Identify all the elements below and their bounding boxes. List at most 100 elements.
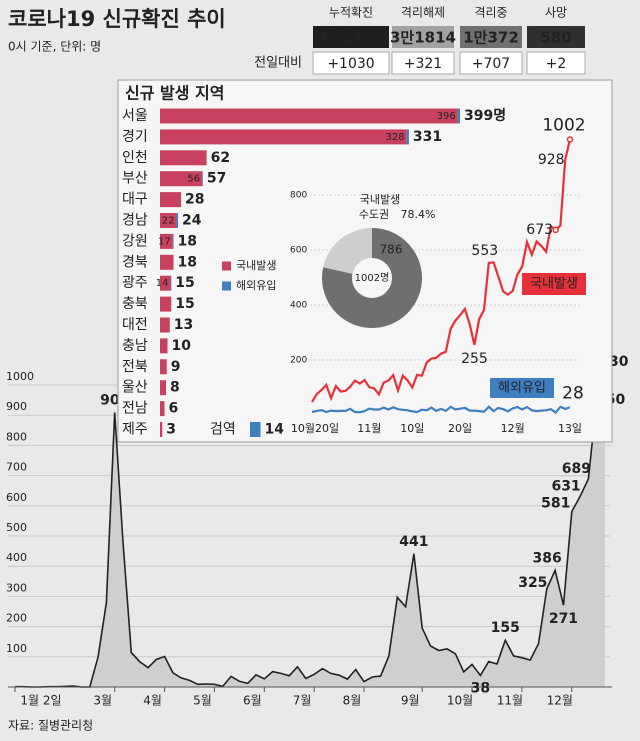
- x-tick-label: 8월: [343, 694, 362, 708]
- donut-title: 국내발생: [360, 193, 400, 206]
- y-tick-label: 800: [6, 430, 27, 443]
- donut-slice: [323, 228, 372, 274]
- y-tick-label: 500: [6, 521, 27, 534]
- donut-slice: [322, 228, 422, 328]
- data-label: 581: [541, 496, 570, 512]
- x-tick-label: 6월: [243, 694, 262, 708]
- stat-header: 누적확진: [329, 6, 373, 20]
- x-tick-label: 11월: [357, 422, 381, 435]
- stat-change: +1030: [327, 56, 374, 72]
- bar-segment: [160, 296, 172, 312]
- point: [566, 136, 574, 143]
- series-tag: 국내발생: [530, 277, 578, 292]
- change-box: [312, 51, 390, 75]
- y-tick-label: 1000: [6, 370, 34, 383]
- bar-segment: [160, 401, 165, 417]
- total-label: 57: [207, 171, 226, 187]
- total-label: 13: [174, 317, 193, 333]
- y-tick-label: 400: [290, 301, 307, 311]
- title: 코로나19 신규확진 추이: [8, 7, 226, 31]
- category-label: 경기: [122, 129, 148, 145]
- total-label: 18: [178, 254, 197, 270]
- category-label: 충남: [122, 338, 148, 354]
- total-label: 14: [265, 422, 285, 438]
- total-label: 15: [175, 296, 194, 312]
- total-label: 62: [211, 150, 230, 166]
- data-label: 631: [551, 478, 580, 494]
- category-label: 서울: [122, 108, 148, 124]
- stat-total: 3만1814: [390, 29, 456, 47]
- x-tick-label: 13일: [558, 421, 582, 435]
- bar-segment: [457, 108, 461, 124]
- local-label: 328: [386, 132, 405, 143]
- bar-segment: [160, 233, 173, 249]
- data-label: 325: [518, 575, 547, 591]
- x-tick-label: 7월: [293, 694, 312, 708]
- stats: 누적확진 4만2766 +1030 격리해제 3만1814 +321 격리중 1만372 +70…: [312, 6, 586, 75]
- x-tick-label: 1월 2일: [20, 694, 61, 708]
- y-tick-label: 600: [290, 246, 307, 256]
- total-label: 15: [175, 275, 194, 291]
- total-label: 6: [169, 401, 179, 417]
- category-label: 제주: [122, 422, 148, 438]
- category-label: 경남: [122, 213, 148, 229]
- y-tick-label: 800: [290, 191, 307, 201]
- total-label: 8: [170, 380, 180, 396]
- total-label: 18: [178, 233, 197, 249]
- legend-label: 국내발생: [236, 259, 276, 272]
- bar-segment: [160, 254, 174, 270]
- x-tick-label: 3월: [93, 694, 112, 708]
- donut-annotation: 78.4%: [401, 208, 436, 221]
- local-label: 14: [156, 278, 169, 289]
- total-label: 331: [413, 129, 442, 145]
- change-label: 전일대비: [254, 56, 302, 71]
- data-label: 673: [526, 222, 553, 238]
- total-label: 24: [182, 213, 202, 229]
- x-tick-label: 5월: [193, 694, 212, 708]
- category-label: 인천: [122, 150, 148, 166]
- bar-segment: [160, 380, 167, 396]
- stat-change: +2: [546, 56, 567, 72]
- x-tick-label: 10월: [447, 694, 473, 708]
- category-label: 강원: [122, 233, 148, 249]
- y-tick-label: 200: [6, 612, 27, 625]
- donut-subtitle: 수도권: [359, 208, 389, 221]
- stat-box: [460, 26, 522, 48]
- category-label: 전북: [122, 359, 148, 375]
- stat-header: 사망: [545, 6, 567, 20]
- data-label: 28: [562, 383, 584, 403]
- stat-total: 1만372: [463, 29, 519, 47]
- bar-segment: [160, 150, 207, 166]
- stat-box: [313, 26, 389, 48]
- stat-total: 580: [540, 29, 571, 47]
- data-label: 38: [471, 681, 490, 697]
- stat-change: +707: [472, 56, 510, 72]
- change-box: [459, 51, 523, 75]
- source: 자료: 질병관리청: [8, 719, 93, 733]
- change-box: [391, 51, 455, 75]
- category-label: 전남: [122, 401, 148, 417]
- legend-swatch: [222, 261, 231, 271]
- slice-label: 786: [380, 243, 403, 257]
- category-label: 부산: [122, 171, 148, 187]
- data-label: 1002: [542, 115, 585, 135]
- legend-label: 해외유입: [236, 278, 276, 292]
- data-label: 155: [491, 620, 520, 636]
- point: [552, 226, 559, 234]
- x-tick-label: 12월: [547, 694, 573, 708]
- y-tick-label: 600: [6, 491, 27, 504]
- area: [15, 375, 605, 687]
- data-label: 271: [549, 611, 578, 627]
- category-label: 검역: [210, 422, 236, 438]
- stat-change: +321: [404, 56, 442, 72]
- category-label: 광주: [122, 275, 148, 291]
- stat-box: [527, 26, 585, 48]
- y-tick-label: 200: [290, 356, 307, 366]
- x-tick-label: 20일: [448, 421, 472, 435]
- y-tick-label: 300: [6, 581, 27, 594]
- bar-segment: [160, 129, 407, 145]
- total-label: 28: [185, 192, 204, 208]
- x-tick-label: 11월: [497, 694, 523, 708]
- line: [311, 139, 572, 403]
- bar-segment: [176, 213, 179, 228]
